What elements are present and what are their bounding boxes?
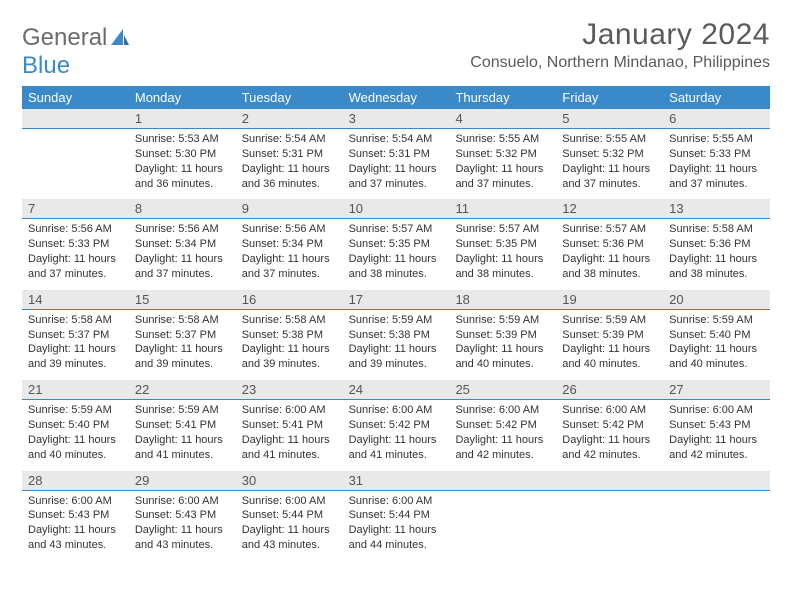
day-detail: Sunrise: 5:55 AMSunset: 5:33 PMDaylight:…: [663, 129, 770, 199]
weekday-header-row: SundayMondayTuesdayWednesdayThursdayFrid…: [22, 86, 770, 109]
day-detail: [22, 129, 129, 199]
day-detail: Sunrise: 5:59 AMSunset: 5:41 PMDaylight:…: [129, 400, 236, 470]
day-number: 12: [556, 199, 663, 218]
day-number: 26: [556, 380, 663, 399]
day-detail: Sunrise: 5:59 AMSunset: 5:40 PMDaylight:…: [663, 310, 770, 380]
day-number-row: 78910111213: [22, 199, 770, 219]
day-detail-row: Sunrise: 6:00 AMSunset: 5:43 PMDaylight:…: [22, 491, 770, 561]
day-detail: Sunrise: 6:00 AMSunset: 5:43 PMDaylight:…: [663, 400, 770, 470]
day-number: 24: [343, 380, 450, 399]
calendar-body: 123456Sunrise: 5:53 AMSunset: 5:30 PMDay…: [22, 109, 770, 561]
weekday-header: Thursday: [449, 86, 556, 109]
day-detail: Sunrise: 5:53 AMSunset: 5:30 PMDaylight:…: [129, 129, 236, 199]
day-detail: Sunrise: 6:00 AMSunset: 5:43 PMDaylight:…: [22, 491, 129, 561]
sail-icon: [109, 27, 131, 49]
day-detail: Sunrise: 5:59 AMSunset: 5:40 PMDaylight:…: [22, 400, 129, 470]
day-number: 28: [22, 471, 129, 490]
day-number: 1: [129, 109, 236, 128]
day-number: 8: [129, 199, 236, 218]
day-detail-row: Sunrise: 5:56 AMSunset: 5:33 PMDaylight:…: [22, 219, 770, 289]
day-number: 3: [343, 109, 450, 128]
day-detail: [449, 491, 556, 561]
day-detail: Sunrise: 5:56 AMSunset: 5:33 PMDaylight:…: [22, 219, 129, 289]
day-detail: Sunrise: 5:59 AMSunset: 5:38 PMDaylight:…: [343, 310, 450, 380]
day-detail: Sunrise: 5:59 AMSunset: 5:39 PMDaylight:…: [556, 310, 663, 380]
day-number: 15: [129, 290, 236, 309]
day-detail-row: Sunrise: 5:59 AMSunset: 5:40 PMDaylight:…: [22, 400, 770, 470]
day-detail: Sunrise: 5:56 AMSunset: 5:34 PMDaylight:…: [236, 219, 343, 289]
day-number: 14: [22, 290, 129, 309]
day-number: 27: [663, 380, 770, 399]
day-detail: Sunrise: 6:00 AMSunset: 5:42 PMDaylight:…: [556, 400, 663, 470]
day-detail: Sunrise: 6:00 AMSunset: 5:44 PMDaylight:…: [236, 491, 343, 561]
day-detail: Sunrise: 6:00 AMSunset: 5:42 PMDaylight:…: [343, 400, 450, 470]
day-number: 30: [236, 471, 343, 490]
day-detail: Sunrise: 5:58 AMSunset: 5:37 PMDaylight:…: [22, 310, 129, 380]
day-detail: Sunrise: 6:00 AMSunset: 5:41 PMDaylight:…: [236, 400, 343, 470]
day-detail: Sunrise: 6:00 AMSunset: 5:42 PMDaylight:…: [449, 400, 556, 470]
day-detail: Sunrise: 5:58 AMSunset: 5:38 PMDaylight:…: [236, 310, 343, 380]
day-number: 9: [236, 199, 343, 218]
day-number-row: 123456: [22, 109, 770, 129]
day-detail: Sunrise: 5:56 AMSunset: 5:34 PMDaylight:…: [129, 219, 236, 289]
day-number: 2: [236, 109, 343, 128]
day-detail: [556, 491, 663, 561]
day-number: 13: [663, 199, 770, 218]
day-detail-row: Sunrise: 5:58 AMSunset: 5:37 PMDaylight:…: [22, 310, 770, 380]
day-number: 22: [129, 380, 236, 399]
day-detail: Sunrise: 5:58 AMSunset: 5:36 PMDaylight:…: [663, 219, 770, 289]
day-detail: Sunrise: 5:57 AMSunset: 5:35 PMDaylight:…: [449, 219, 556, 289]
day-number-row: 28293031: [22, 471, 770, 491]
weekday-header: Tuesday: [236, 86, 343, 109]
day-detail: Sunrise: 5:54 AMSunset: 5:31 PMDaylight:…: [343, 129, 450, 199]
day-number: 16: [236, 290, 343, 309]
day-number: 10: [343, 199, 450, 218]
day-number: 31: [343, 471, 450, 490]
month-title: January 2024: [470, 18, 770, 52]
day-number: 5: [556, 109, 663, 128]
title-block: January 2024 Consuelo, Northern Mindanao…: [470, 18, 770, 72]
day-number: 17: [343, 290, 450, 309]
day-number: 4: [449, 109, 556, 128]
weekday-header: Wednesday: [343, 86, 450, 109]
day-number: 11: [449, 199, 556, 218]
weekday-header: Friday: [556, 86, 663, 109]
day-detail: [663, 491, 770, 561]
day-detail: Sunrise: 5:55 AMSunset: 5:32 PMDaylight:…: [449, 129, 556, 199]
weekday-header: Monday: [129, 86, 236, 109]
weekday-header: Saturday: [663, 86, 770, 109]
day-detail: Sunrise: 5:58 AMSunset: 5:37 PMDaylight:…: [129, 310, 236, 380]
day-number: [22, 109, 129, 128]
day-number: 21: [22, 380, 129, 399]
brand-part1: General: [22, 24, 107, 52]
day-number: [663, 471, 770, 490]
day-number-row: 14151617181920: [22, 290, 770, 310]
day-number: 19: [556, 290, 663, 309]
day-number: 29: [129, 471, 236, 490]
day-detail: Sunrise: 6:00 AMSunset: 5:43 PMDaylight:…: [129, 491, 236, 561]
day-detail-row: Sunrise: 5:53 AMSunset: 5:30 PMDaylight:…: [22, 129, 770, 199]
location-subtitle: Consuelo, Northern Mindanao, Philippines: [470, 54, 770, 72]
brand-logo: General: [22, 24, 131, 52]
day-number: 23: [236, 380, 343, 399]
day-number: [449, 471, 556, 490]
day-number: 18: [449, 290, 556, 309]
day-number: 6: [663, 109, 770, 128]
day-detail: Sunrise: 5:55 AMSunset: 5:32 PMDaylight:…: [556, 129, 663, 199]
day-detail: Sunrise: 5:54 AMSunset: 5:31 PMDaylight:…: [236, 129, 343, 199]
day-detail: Sunrise: 6:00 AMSunset: 5:44 PMDaylight:…: [343, 491, 450, 561]
calendar: SundayMondayTuesdayWednesdayThursdayFrid…: [22, 86, 770, 561]
day-number: 7: [22, 199, 129, 218]
day-number: [556, 471, 663, 490]
day-detail: Sunrise: 5:59 AMSunset: 5:39 PMDaylight:…: [449, 310, 556, 380]
day-detail: Sunrise: 5:57 AMSunset: 5:35 PMDaylight:…: [343, 219, 450, 289]
day-number: 25: [449, 380, 556, 399]
brand-part2: Blue: [22, 52, 70, 80]
day-detail: Sunrise: 5:57 AMSunset: 5:36 PMDaylight:…: [556, 219, 663, 289]
weekday-header: Sunday: [22, 86, 129, 109]
day-number-row: 21222324252627: [22, 380, 770, 400]
day-number: 20: [663, 290, 770, 309]
